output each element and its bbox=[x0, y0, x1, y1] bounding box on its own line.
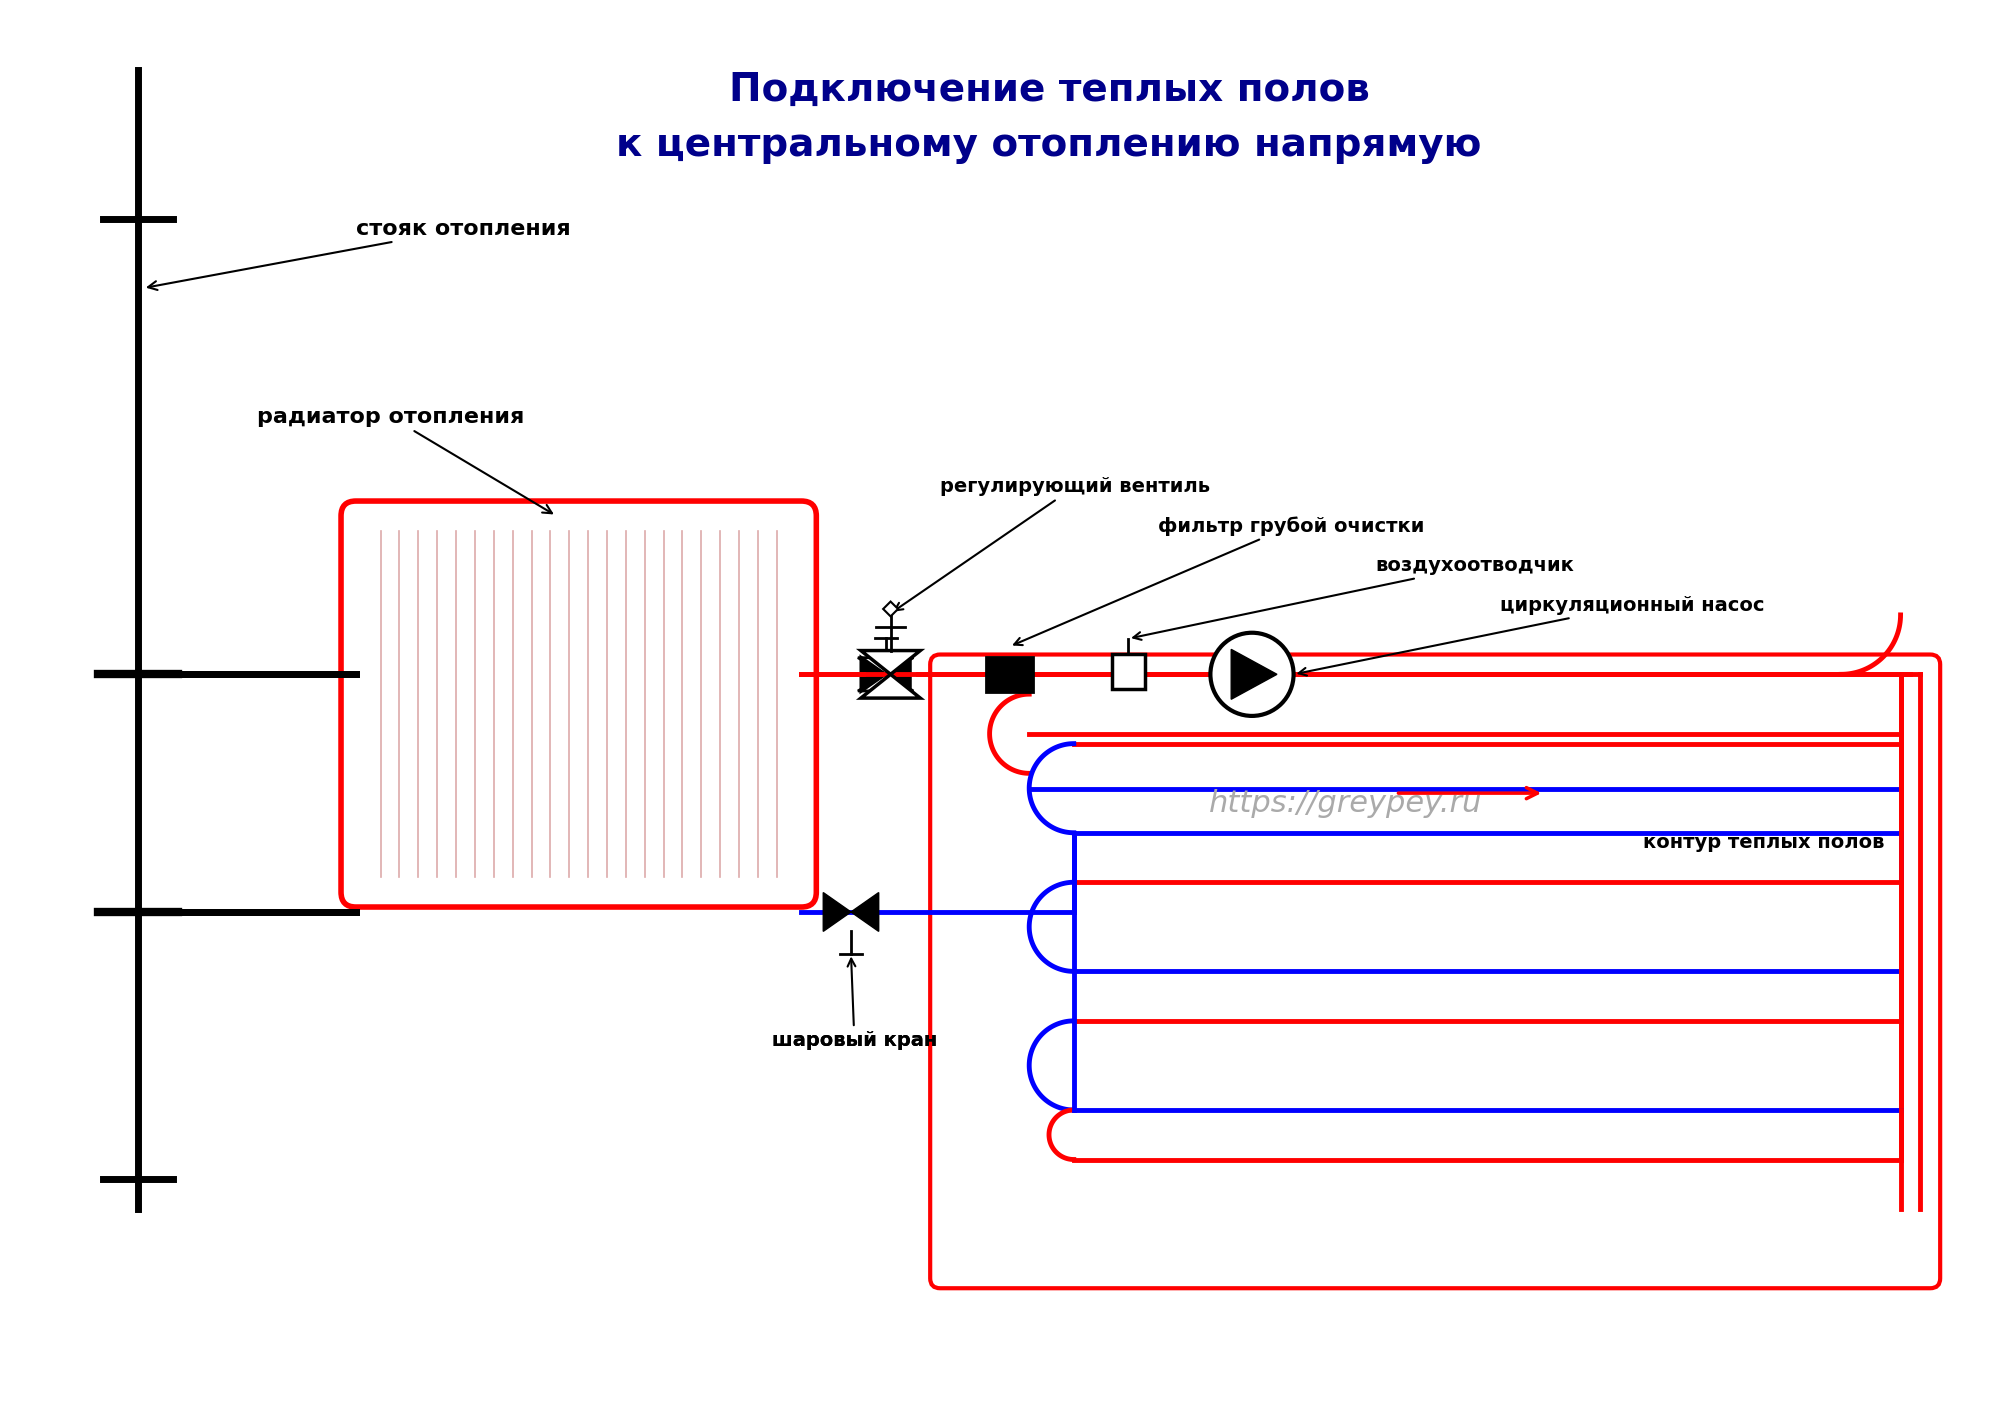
Polygon shape bbox=[861, 650, 919, 674]
Text: https://greypey.ru: https://greypey.ru bbox=[1209, 789, 1483, 817]
Polygon shape bbox=[1231, 649, 1277, 700]
Polygon shape bbox=[861, 658, 885, 691]
Text: фильтр грубой очистки: фильтр грубой очистки bbox=[1013, 516, 1425, 645]
Text: воздухоотводчик: воздухоотводчик bbox=[1133, 556, 1574, 641]
Polygon shape bbox=[823, 892, 851, 932]
Text: шаровый кран: шаровый кран bbox=[771, 1031, 937, 1049]
Text: циркуляционный насос: циркуляционный насос bbox=[1299, 595, 1762, 676]
Text: Подключение теплых полов: Подключение теплых полов bbox=[727, 71, 1369, 109]
Text: стояк отопления: стояк отопления bbox=[148, 219, 569, 290]
Polygon shape bbox=[885, 658, 909, 691]
Polygon shape bbox=[985, 656, 1033, 691]
Polygon shape bbox=[1111, 653, 1145, 689]
Text: радиатор отопления: радиатор отопления bbox=[256, 407, 551, 513]
Polygon shape bbox=[883, 601, 897, 617]
Polygon shape bbox=[861, 674, 919, 699]
Text: шаровый кран: шаровый кран bbox=[771, 959, 937, 1049]
FancyBboxPatch shape bbox=[342, 501, 815, 906]
Polygon shape bbox=[851, 892, 879, 932]
Circle shape bbox=[1211, 632, 1293, 715]
Polygon shape bbox=[857, 658, 913, 674]
Polygon shape bbox=[857, 674, 913, 691]
Text: регулирующий вентиль: регулирующий вентиль bbox=[895, 477, 1209, 611]
Text: к центральному отоплению напрямую: к центральному отоплению напрямую bbox=[615, 126, 1481, 164]
Text: контур теплых полов: контур теплых полов bbox=[1642, 833, 1884, 853]
